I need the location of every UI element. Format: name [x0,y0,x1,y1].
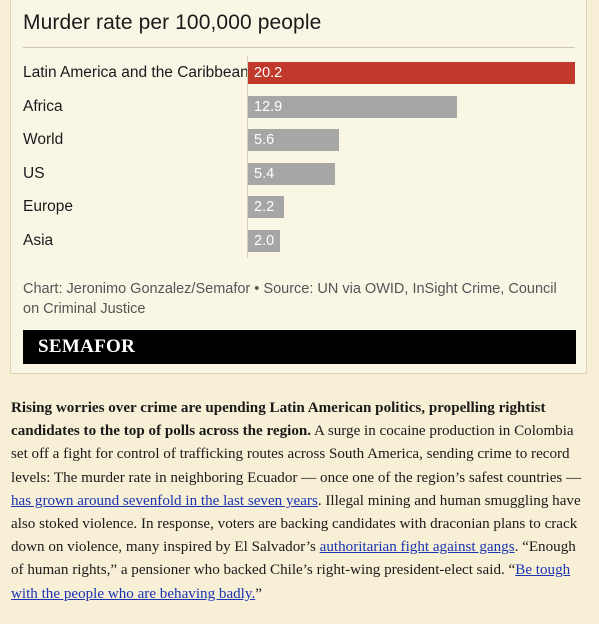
article-text-4: ” [255,585,262,602]
bar-value-label: 2.0 [254,233,275,249]
bar [248,129,339,152]
category-label: Europe [23,198,73,216]
chart-title: Murder rate per 100,000 people [23,11,322,34]
bar-value-label: 5.4 [254,165,275,182]
bar [248,196,284,219]
category-label: Asia [23,232,54,249]
article-text-3: . “Enough of human rights,” a pensioner … [11,539,576,579]
gangs-fight-link[interactable]: authoritarian fight against gangs [319,539,515,556]
bar [248,162,336,185]
article-text-2: . Illegal mining and human smuggling hav… [11,492,581,556]
bar-value-label: 2.2 [254,199,275,216]
brand-bar: SEMAFOR [23,330,576,364]
quote-link[interactable]: Be tough with the people who are behavin… [11,562,571,602]
category-label: Africa [23,97,63,115]
semafor-logo: SEMAFOR [38,336,136,357]
category-label: US [23,164,45,182]
chart-source: Chart: Jeronimo Gonzalez/Semafor • Sourc… [23,281,557,317]
category-label: Latin America and the Caribbean [23,64,249,81]
article-text-1: A surge in cocaine production in Colombi… [11,423,582,486]
bar-value-label: 20.2 [254,65,283,81]
bar [248,95,457,118]
bar [248,62,575,84]
category-label: World [23,131,64,149]
bar [248,230,281,252]
sevenfold-link[interactable]: has grown around sevenfold in the last s… [11,492,318,509]
article-lead: Rising worries over crime are upending L… [11,400,546,440]
title-divider [23,47,575,48]
chart-baseline [247,56,248,258]
bar-value-label: 12.9 [254,98,283,115]
article-paragraph: Rising worries over crime are upending L… [11,397,589,606]
chart-card: Murder rate per 100,000 people Latin Ame… [10,0,587,374]
bar-value-label: 5.6 [254,132,275,149]
